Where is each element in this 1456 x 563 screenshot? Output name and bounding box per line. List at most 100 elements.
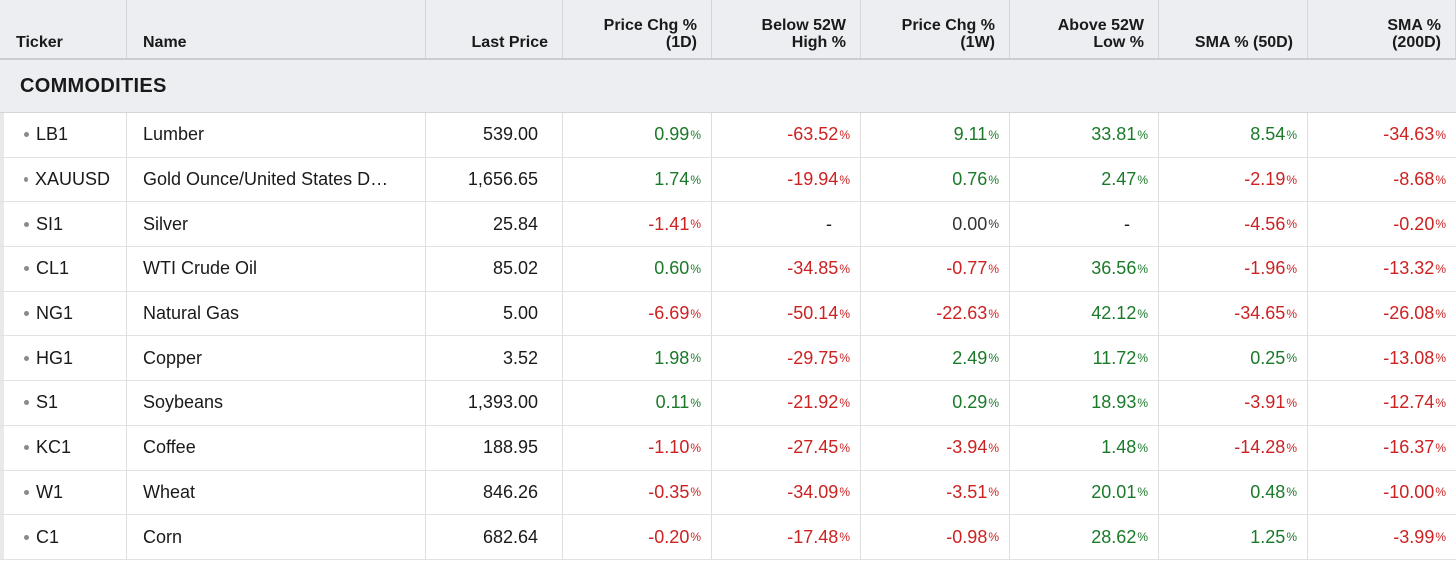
table-row[interactable]: C1 Corn 682.64 -0.20% -17.48% -0.98% 28.62% 1.2…: [0, 515, 1456, 560]
ticker-cell[interactable]: SI1: [0, 202, 127, 247]
metric-cell: -6.69%: [563, 291, 712, 336]
table-row[interactable]: HG1 Copper 3.52 1.98% -29.75% 2.49% 11.72% 0.25…: [0, 336, 1456, 382]
metric-value: -10.00: [1383, 481, 1435, 502]
last-price-value: 846.26: [482, 481, 538, 502]
table-row[interactable]: W1 Wheat 846.26 -0.35% -34.09% -3.51% 20.01% 0.…: [0, 470, 1456, 516]
metric-value: -3.99: [1393, 526, 1435, 547]
table-row[interactable]: KC1 Coffee 188.95 -1.10% -27.45% -3.94% 1.48% -…: [0, 425, 1456, 471]
ticker-cell[interactable]: XAUUSD: [0, 157, 127, 202]
percent-sign: %: [1286, 306, 1297, 321]
ticker-cell[interactable]: C1: [0, 515, 127, 559]
metric-value: -34.63: [1383, 124, 1435, 145]
metric-cell: -0.98%: [861, 515, 1010, 559]
metric-cell: -: [712, 202, 861, 247]
metric-cell: -16.37%: [1308, 426, 1456, 470]
percent-sign: %: [1435, 485, 1446, 500]
last-price-cell: 1,393.00: [426, 381, 563, 425]
column-header-sma-50d[interactable]: SMA % (50D): [1159, 0, 1308, 58]
table-row[interactable]: NG1 Natural Gas 5.00 -6.69% -50.14% -22.63% 42…: [0, 291, 1456, 337]
metric-cell: 1.25%: [1159, 515, 1308, 559]
metric-cell: -29.75%: [712, 336, 861, 381]
percent-sign: %: [690, 440, 701, 455]
percent-sign: %: [690, 217, 701, 232]
ticker-cell[interactable]: LB1: [0, 113, 127, 157]
column-header-ticker[interactable]: Ticker: [0, 0, 127, 58]
metric-cell: 1.48%: [1010, 425, 1159, 470]
metric-cell: -8.68%: [1308, 158, 1456, 202]
metric-cell: 0.29%: [861, 381, 1010, 425]
metric-cell: 36.56%: [1010, 247, 1159, 291]
column-header-sma-200d[interactable]: SMA % (200D): [1308, 0, 1456, 58]
metric-cell: 0.76%: [861, 157, 1010, 202]
table-row[interactable]: XAUUSD Gold Ounce/United States D… 1,656.6…: [0, 157, 1456, 203]
ticker-cell[interactable]: CL1: [0, 247, 127, 291]
ticker-label: KC1: [36, 437, 72, 458]
metric-value: -1.96: [1244, 258, 1286, 279]
percent-sign: %: [690, 395, 701, 410]
column-header-above-52w-low[interactable]: Above 52W Low %: [1010, 0, 1159, 58]
name-cell: WTI Crude Oil: [127, 247, 426, 291]
metric-value: -19.94: [787, 169, 839, 190]
table-row[interactable]: SI1 Silver 25.84 -1.41% -0.00% - -4.56% -0.20%: [0, 202, 1456, 248]
percent-sign: %: [1137, 127, 1148, 142]
metric-value: -21.92: [787, 392, 839, 413]
metric-value: 0.29: [952, 392, 988, 413]
last-price-value: 682.64: [482, 526, 538, 547]
metric-value: -3.51: [946, 481, 988, 502]
metric-cell: 18.93%: [1010, 381, 1159, 425]
percent-sign: %: [839, 440, 850, 455]
table-row[interactable]: CL1 WTI Crude Oil 85.02 0.60% -34.85% -0.77% 3…: [0, 247, 1456, 292]
ticker-cell[interactable]: HG1: [0, 336, 127, 381]
table-row[interactable]: S1 Soybeans 1,393.00 0.11% -21.92% 0.29% 18.93…: [0, 381, 1456, 426]
name-cell: Silver: [127, 202, 426, 247]
metric-cell: -34.63%: [1308, 113, 1456, 157]
metric-cell: 28.62%: [1010, 515, 1159, 559]
metric-value: 36.56: [1091, 258, 1137, 279]
percent-sign: %: [988, 485, 999, 500]
ticker-cell[interactable]: S1: [0, 381, 127, 425]
metric-value: 20.01: [1091, 481, 1137, 502]
ticker-label: C1: [36, 526, 60, 547]
metric-cell: 42.12%: [1010, 291, 1159, 336]
ticker-label: HG1: [36, 347, 74, 368]
percent-sign: %: [690, 530, 701, 545]
section-header: COMMODITIES: [0, 60, 1456, 113]
metric-cell: 0.60%: [563, 247, 712, 291]
percent-sign: %: [839, 530, 850, 545]
table-row[interactable]: LB1 Lumber 539.00 0.99% -63.52% 9.11% 33.81% 8.…: [0, 113, 1456, 158]
metric-cell: -0.20%: [1308, 202, 1456, 246]
column-header-name[interactable]: Name: [127, 0, 426, 58]
percent-sign: %: [1137, 440, 1148, 455]
last-price-cell: 846.26: [426, 470, 563, 515]
bullet-dot-icon: [24, 221, 29, 227]
column-header-below-52w-high[interactable]: Below 52W High %: [712, 0, 861, 58]
name-cell: Gold Ounce/United States D…: [127, 157, 426, 202]
metric-cell: -34.85%: [712, 247, 861, 291]
metric-value: 2.47: [1101, 169, 1137, 190]
ticker-cell[interactable]: W1: [0, 470, 127, 515]
metric-cell: -12.74%: [1308, 381, 1456, 425]
metric-value: -50.14: [787, 303, 839, 324]
instrument-name: Silver: [143, 213, 189, 234]
metric-cell: -3.91%: [1159, 381, 1308, 425]
table-body: LB1 Lumber 539.00 0.99% -63.52% 9.11% 33.81% 8.…: [0, 113, 1456, 560]
instrument-name: Coffee: [143, 437, 196, 458]
ticker-cell[interactable]: KC1: [0, 425, 127, 470]
percent-sign: %: [1137, 172, 1148, 187]
last-price-value: 1,393.00: [467, 392, 538, 413]
last-price-cell: 85.02: [426, 247, 563, 291]
metric-value: -63.52: [787, 124, 839, 145]
percent-sign: %: [1435, 127, 1446, 142]
percent-sign: %: [690, 351, 701, 366]
column-header-last-price[interactable]: Last Price: [426, 0, 563, 58]
metric-value: -12.74: [1383, 392, 1435, 413]
percent-sign: %: [1286, 127, 1297, 142]
metric-cell: -22.63%: [861, 291, 1010, 336]
column-header-price-chg-1d[interactable]: Price Chg % (1D): [563, 0, 712, 58]
ticker-cell[interactable]: NG1: [0, 291, 127, 336]
metric-cell: -10.00%: [1308, 471, 1456, 515]
last-price-cell: 3.52: [426, 336, 563, 381]
percent-sign: %: [1435, 440, 1446, 455]
column-header-price-chg-1w[interactable]: Price Chg % (1W): [861, 0, 1010, 58]
metric-value: -26.08: [1383, 303, 1435, 324]
